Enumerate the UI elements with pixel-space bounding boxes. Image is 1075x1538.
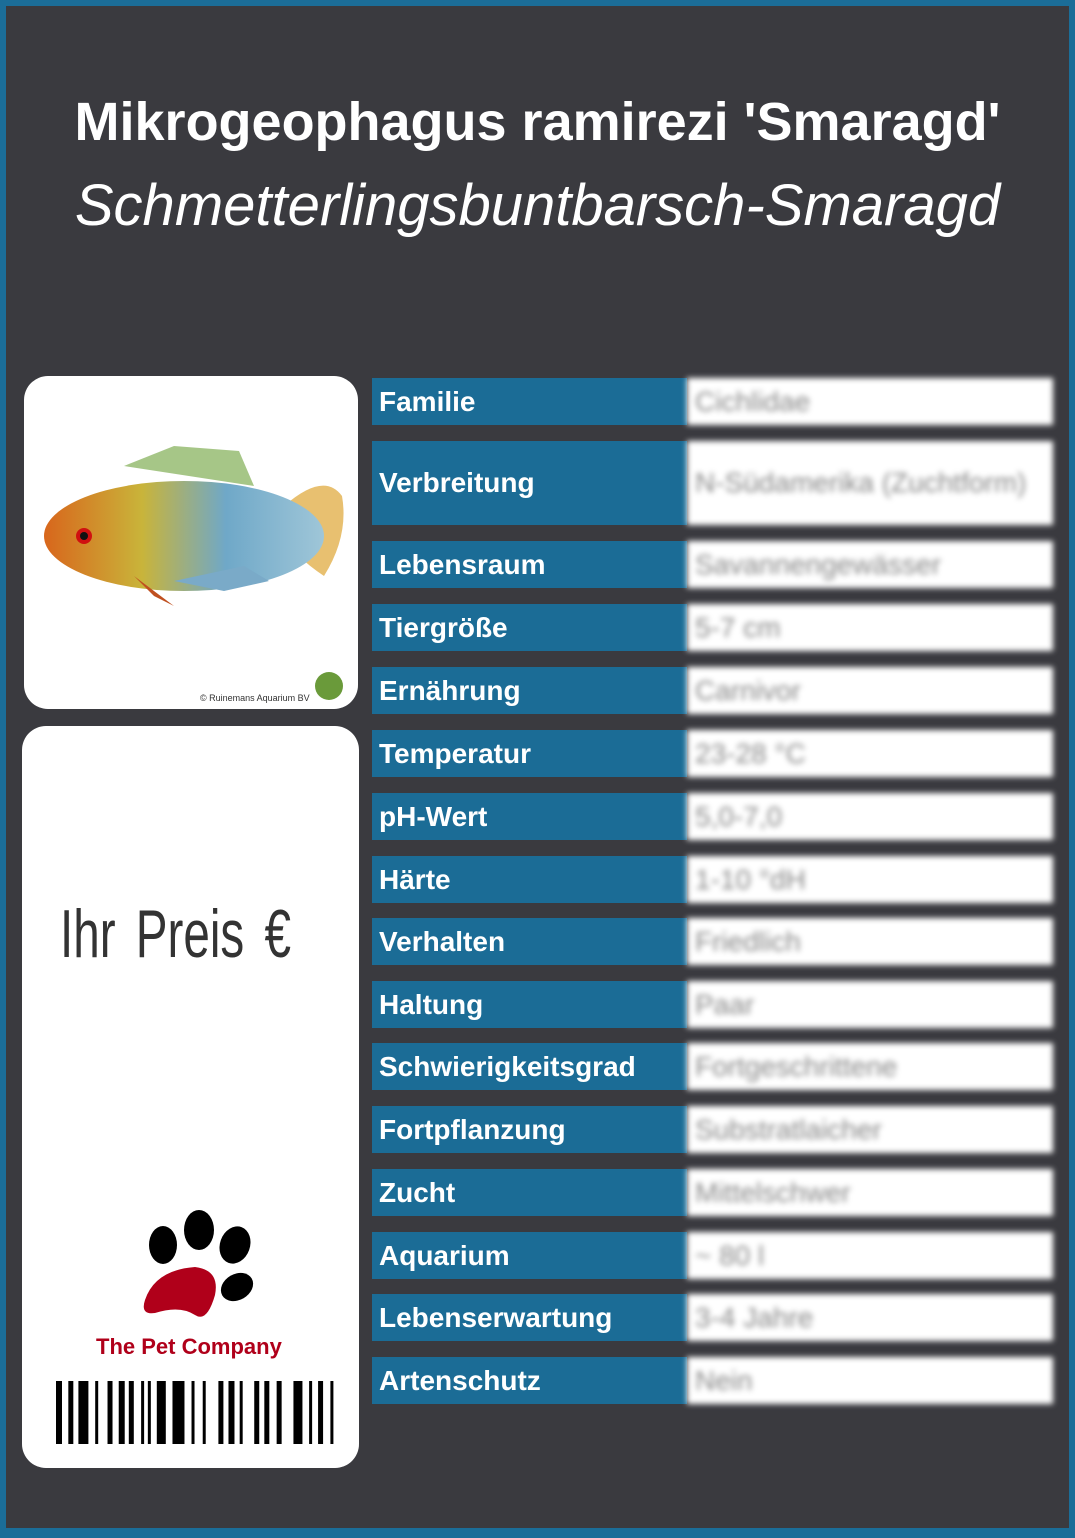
barcode-bar <box>56 1381 62 1444</box>
barcode-bar <box>128 1381 134 1444</box>
table-row: Lebensraum Savannengewässer <box>372 541 1053 588</box>
table-row: Haltung Paar <box>372 981 1053 1028</box>
row-label: Verbreitung <box>372 441 687 525</box>
row-label: Aquarium <box>372 1232 687 1279</box>
table-row: Ernährung Carnivor <box>372 667 1053 714</box>
barcode <box>56 1381 334 1444</box>
table-row: Lebenserwartung 3-4 Jahre <box>372 1294 1053 1341</box>
page-subtitle: Schmetterlingsbuntbarsch-Smaragd <box>74 173 1001 238</box>
barcode-bar <box>107 1381 113 1444</box>
row-value: Mittelschwer <box>687 1169 1053 1216</box>
row-label: pH-Wert <box>372 793 687 840</box>
table-row: Zucht Mittelschwer <box>372 1169 1053 1216</box>
page-title: Mikrogeophagus ramirezi 'Smaragd' <box>74 92 1001 152</box>
barcode-bar <box>156 1381 166 1444</box>
barcode-bar <box>191 1381 195 1444</box>
table-row: Tiergröße 5-7 cm <box>372 604 1053 651</box>
table-row: Artenschutz Nein <box>372 1357 1053 1404</box>
row-value: N-Südamerika (Zuchtform) <box>687 441 1053 525</box>
fish-image <box>44 446 344 700</box>
table-row: Härte 1-10 °dH <box>372 856 1053 903</box>
row-label: Verhalten <box>372 918 687 965</box>
barcode-bar <box>172 1381 185 1444</box>
row-value: 1-10 °dH <box>687 856 1053 903</box>
row-value: 3-4 Jahre <box>687 1294 1053 1341</box>
barcode-bar <box>228 1381 235 1444</box>
barcode-bar <box>118 1381 125 1444</box>
barcode-bar <box>141 1381 145 1444</box>
row-value: 5-7 cm <box>687 604 1053 651</box>
price-card <box>22 726 359 1468</box>
barcode-bar <box>218 1381 224 1444</box>
row-value: 5,0-7,0 <box>687 793 1053 840</box>
row-label: Tiergröße <box>372 604 687 651</box>
row-value: Fortgeschrittene <box>687 1043 1053 1090</box>
fish-image-card: © Ruinemans Aquarium BV <box>24 376 358 709</box>
table-row: pH-Wert 5,0-7,0 <box>372 793 1053 840</box>
row-label: Schwierigkeitsgrad <box>372 1043 687 1090</box>
ra-logo <box>315 672 343 700</box>
table-row: Schwierigkeitsgrad Fortgeschrittene <box>372 1043 1053 1090</box>
barcode-bar <box>254 1381 260 1444</box>
barcode-bar <box>293 1381 303 1444</box>
row-label: Ernährung <box>372 667 687 714</box>
row-label: Zucht <box>372 1169 687 1216</box>
row-value: Savannengewässer <box>687 541 1053 588</box>
row-label: Familie <box>372 378 687 425</box>
table-row: Verhalten Friedlich <box>372 918 1053 965</box>
row-label: Artenschutz <box>372 1357 687 1404</box>
row-value: ~ 80 l <box>687 1232 1053 1279</box>
row-label: Härte <box>372 856 687 903</box>
row-value: Nein <box>687 1357 1053 1404</box>
row-label: Lebenserwartung <box>372 1294 687 1341</box>
barcode-bar <box>318 1381 324 1444</box>
barcode-bar <box>239 1381 243 1444</box>
barcode-bar <box>95 1381 99 1444</box>
row-value: Carnivor <box>687 667 1053 714</box>
row-value: Friedlich <box>687 918 1053 965</box>
copyright-text: © Ruinemans Aquarium BV <box>200 693 310 703</box>
row-value: 23-28 °C <box>687 730 1053 777</box>
barcode-bar <box>309 1381 313 1444</box>
barcode-bar <box>78 1381 89 1444</box>
barcode-bar <box>264 1381 270 1444</box>
row-label: Temperatur <box>372 730 687 777</box>
barcode-bar <box>202 1381 206 1444</box>
price-label: Ihr Preis € <box>60 896 291 972</box>
table-row: Temperatur 23-28 °C <box>372 730 1053 777</box>
row-label: Haltung <box>372 981 687 1028</box>
barcode-bar <box>330 1381 334 1444</box>
barcode-bar <box>68 1381 74 1444</box>
row-value: Substratlaicher <box>687 1106 1053 1153</box>
row-value: Cichlidae <box>687 378 1053 425</box>
row-value: Paar <box>687 981 1053 1028</box>
barcode-bar <box>276 1381 282 1444</box>
row-label: Fortpflanzung <box>372 1106 687 1153</box>
barcode-bar <box>147 1381 151 1444</box>
row-label: Lebensraum <box>372 541 687 588</box>
table-row: Fortpflanzung Substratlaicher <box>372 1106 1053 1153</box>
paw-logo-icon <box>143 1210 254 1317</box>
table-row: Familie Cichlidae <box>372 378 1053 425</box>
brand-name: The Pet Company <box>96 1334 282 1359</box>
table-row: Aquarium ~ 80 l <box>372 1232 1053 1279</box>
table-row: Verbreitung N-Südamerika (Zuchtform) <box>372 441 1053 525</box>
